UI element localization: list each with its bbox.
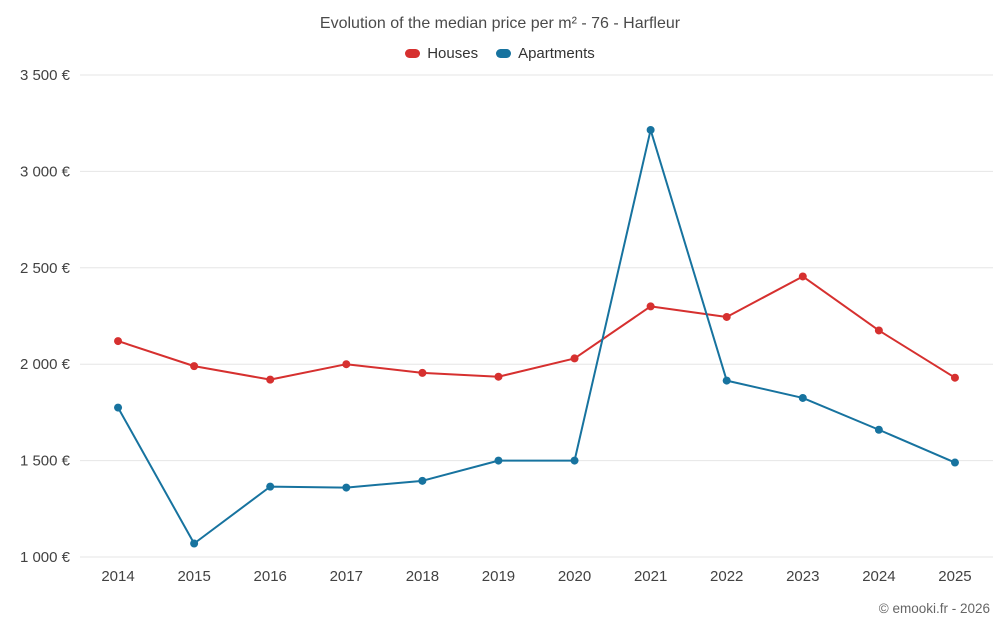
series-line-apartments (117, 128, 956, 545)
data-point-apartments[interactable] (114, 403, 123, 412)
data-point-houses[interactable] (494, 372, 503, 381)
data-point-apartments[interactable] (418, 476, 427, 485)
data-point-houses[interactable] (722, 312, 731, 321)
x-axis-tick-label: 2024 (862, 568, 895, 585)
data-point-apartments[interactable] (874, 425, 883, 434)
series-line-houses (117, 275, 956, 381)
apartments-legend-label: Apartments (518, 45, 595, 62)
x-axis-tick-label: 2014 (101, 568, 134, 585)
data-point-apartments[interactable] (950, 458, 959, 467)
x-axis-tick-label: 2016 (254, 568, 287, 585)
legend-item-apartments[interactable]: Apartments (496, 45, 595, 62)
data-point-houses[interactable] (266, 375, 275, 384)
y-axis-tick-label: 1 000 € (20, 549, 71, 566)
x-axis-tick-label: 2017 (330, 568, 363, 585)
data-point-apartments[interactable] (190, 539, 199, 548)
data-point-houses[interactable] (342, 360, 351, 369)
y-axis-tick-label: 2 500 € (20, 260, 71, 277)
copyright-text: © emooki.fr - 2026 (878, 601, 990, 616)
houses-legend-label: Houses (427, 45, 479, 62)
data-point-apartments[interactable] (798, 393, 807, 402)
data-point-houses[interactable] (646, 302, 655, 311)
y-axis-tick-label: 2 000 € (20, 356, 71, 373)
x-axis-tick-label: 2015 (177, 568, 210, 585)
x-axis-tick-label: 2022 (710, 568, 743, 585)
legend: Houses Apartments (0, 45, 1000, 62)
x-axis-tick-label: 2021 (634, 568, 667, 585)
y-axis-tick-label: 1 500 € (20, 453, 71, 470)
x-axis-tick-label: 2023 (786, 568, 819, 585)
data-point-apartments[interactable] (570, 456, 579, 465)
houses-legend-marker (405, 49, 421, 58)
x-axis-tick-label: 2025 (938, 568, 971, 585)
data-point-houses[interactable] (114, 337, 123, 346)
data-point-houses[interactable] (418, 368, 427, 377)
x-axis-tick-label: 2020 (558, 568, 591, 585)
data-point-apartments[interactable] (646, 125, 655, 134)
data-point-apartments[interactable] (722, 376, 731, 385)
data-point-houses[interactable] (190, 362, 199, 371)
data-point-houses[interactable] (950, 373, 959, 382)
y-axis-tick-label: 3 500 € (20, 67, 71, 84)
data-point-houses[interactable] (570, 354, 579, 363)
legend-item-houses[interactable]: Houses (405, 45, 478, 62)
data-point-apartments[interactable] (342, 483, 351, 492)
x-axis-tick-label: 2018 (406, 568, 439, 585)
y-axis-tick-label: 3 000 € (20, 163, 71, 180)
data-point-houses[interactable] (874, 326, 883, 335)
chart-title: Evolution of the median price per m² - 7… (319, 15, 681, 32)
data-point-apartments[interactable] (266, 482, 275, 491)
x-axis-tick-label: 2019 (482, 568, 515, 585)
data-point-apartments[interactable] (494, 456, 503, 465)
apartments-legend-marker (496, 49, 512, 58)
data-point-houses[interactable] (798, 272, 807, 281)
